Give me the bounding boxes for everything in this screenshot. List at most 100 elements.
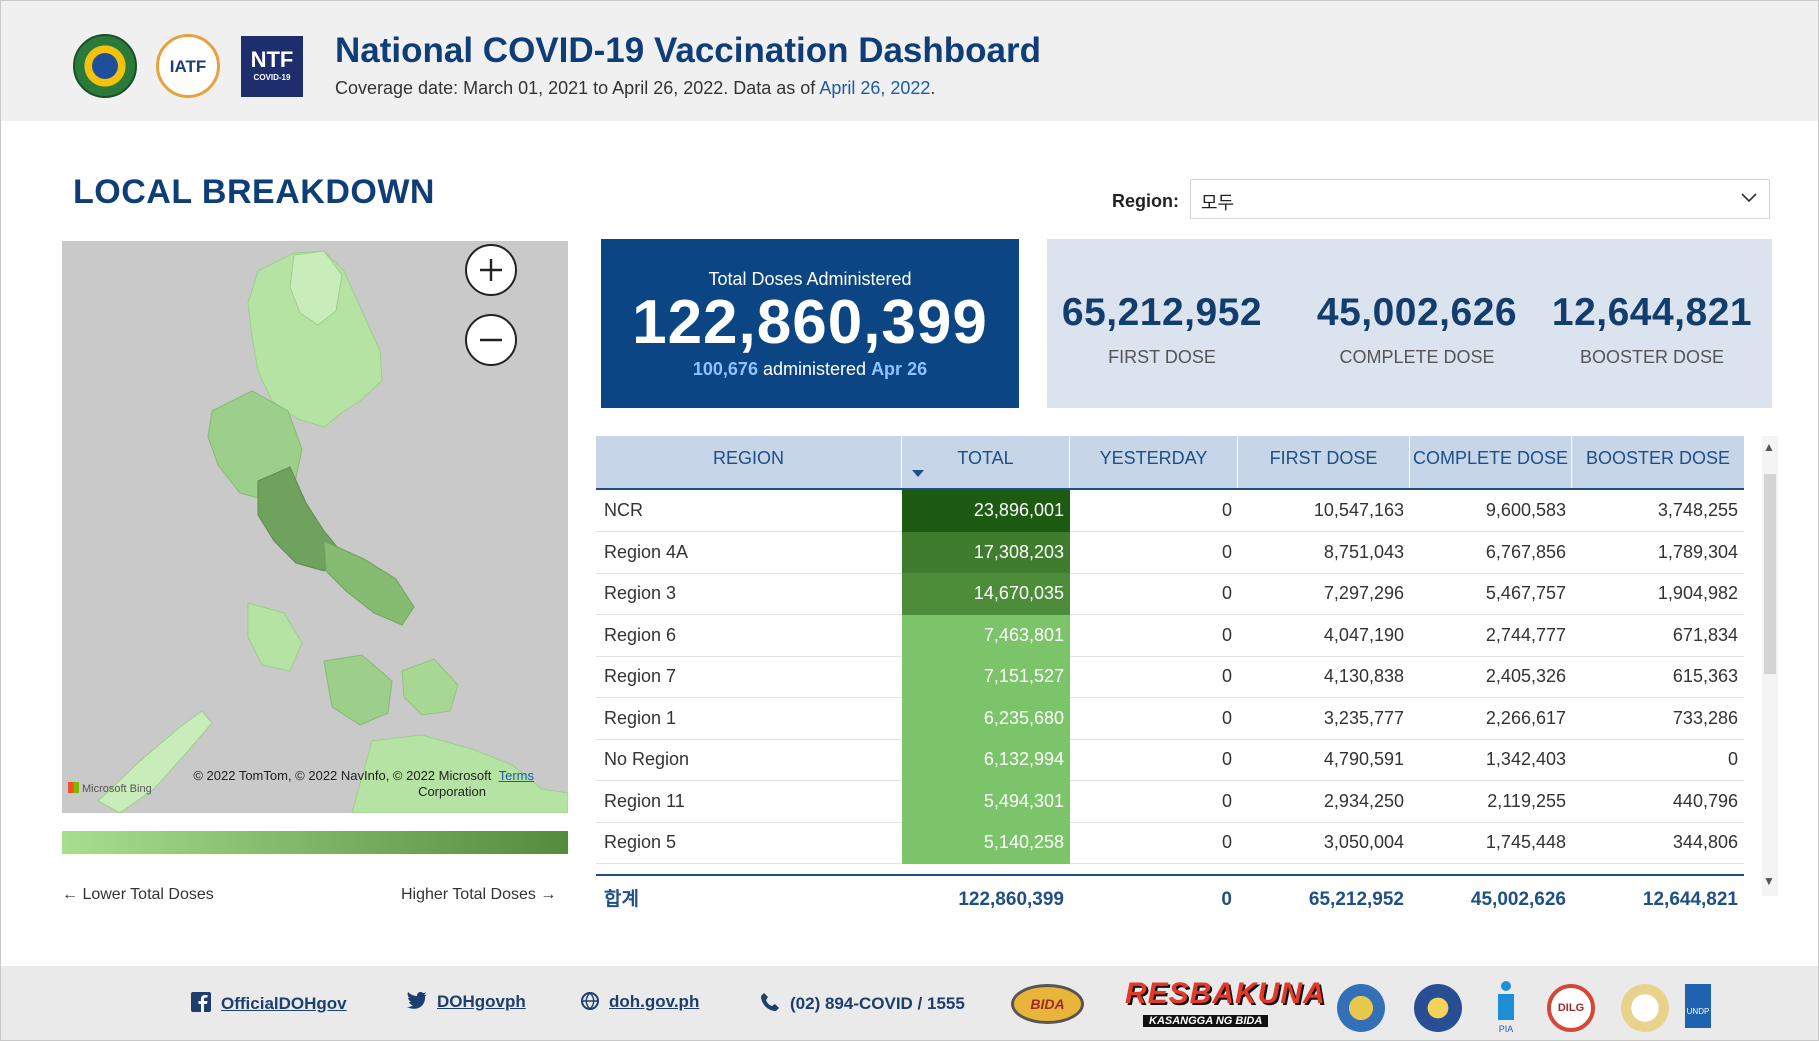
first-cell: 3,235,777 xyxy=(1323,707,1404,728)
first-cell: 8,751,043 xyxy=(1323,541,1404,562)
map-terms-link[interactable]: Terms xyxy=(498,768,534,783)
total-cell: 7,463,801 xyxy=(902,614,1070,657)
booster-cell: 1,789,304 xyxy=(1657,541,1738,562)
total-cell: 14,670,035 xyxy=(902,573,1070,615)
daily-administered: 100,676 administered Apr 26 xyxy=(692,359,928,379)
scroll-up-icon[interactable]: ▲ xyxy=(1763,440,1775,454)
sort-desc-icon xyxy=(912,470,924,477)
yesterday-cell: 0 xyxy=(1221,624,1232,645)
booster-cell: 344,806 xyxy=(1672,832,1738,852)
facebook-link[interactable]: OfficialDOHgov xyxy=(191,992,347,1014)
zoom-out-button[interactable] xyxy=(465,314,517,366)
first-cell: 4,047,190 xyxy=(1323,624,1404,645)
region-name-cell: Region 1 xyxy=(604,707,677,728)
total-cell: 17,308,203 xyxy=(902,531,1070,574)
table-row[interactable]: No Region 6,132,994 0 4,790,591 1,342,403 0 xyxy=(596,739,1744,781)
first-dose-kpi: 65,212,952 FIRST DOSE xyxy=(1061,291,1263,367)
complete-cell: 2,266,617 xyxy=(1485,707,1566,728)
yesterday-cell: 0 xyxy=(1221,749,1232,769)
first-cell: 2,934,250 xyxy=(1323,790,1404,811)
legend-low-label: ← Lower Total Doses xyxy=(62,886,214,903)
map-region-mindanao xyxy=(351,734,568,813)
yesterday-cell: 0 xyxy=(1221,500,1232,520)
table-row[interactable]: Region 7 7,151,527 0 4,130,838 2,405,326 615,… xyxy=(596,656,1744,698)
table-row[interactable]: Region 6 7,463,801 0 4,047,190 2,744,777 671,… xyxy=(596,614,1744,657)
yesterday-cell: 0 xyxy=(1221,541,1232,562)
dose-breakdown-card: 65,212,952 FIRST DOSE 45,002,626 COMPLET… xyxy=(1047,239,1772,408)
col-header-yesterday[interactable]: YESTERDAY xyxy=(1070,436,1238,488)
map-attribution: © 2022 TomTom, © 2022 NavInfo, © 2022 Mi… xyxy=(193,768,534,799)
booster-dose-kpi: 12,644,821 BOOSTER DOSE xyxy=(1551,291,1753,367)
total-doses-label: Total Doses Administered xyxy=(708,269,912,289)
phone-icon xyxy=(761,993,779,1011)
yesterday-cell: 0 xyxy=(1221,583,1232,603)
section-title: LOCAL BREAKDOWN xyxy=(73,173,435,211)
complete-cell: 2,744,777 xyxy=(1485,624,1566,645)
region-name-cell: Region 5 xyxy=(604,832,677,852)
table-row[interactable]: Region 5 5,140,258 0 3,050,004 1,745,448 344,… xyxy=(596,822,1744,864)
first-cell: 10,547,163 xyxy=(1313,500,1404,520)
table-row[interactable]: Region 11 5,494,301 0 2,934,250 2,119,255 440… xyxy=(596,780,1744,823)
total-doses-value: 122,860,399 xyxy=(632,288,988,357)
svg-text:PIA: PIA xyxy=(1499,1024,1514,1034)
pia-logo: PIA xyxy=(1494,980,1518,1034)
seal-logo-2 xyxy=(1414,984,1462,1032)
col-header-region[interactable]: REGION xyxy=(596,436,902,488)
map-region-palawan xyxy=(97,710,213,813)
complete-cell: 1,342,403 xyxy=(1485,749,1566,769)
map-color-legend xyxy=(62,831,568,854)
total-cell: 23,896,001 xyxy=(902,490,1070,532)
dilg-logo: DILG xyxy=(1547,984,1595,1032)
complete-cell: 9,600,583 xyxy=(1485,500,1566,520)
table-scroll-thumb[interactable] xyxy=(1764,474,1776,674)
legend-high-label: Higher Total Doses → xyxy=(401,886,557,903)
total-cell: 7,151,527 xyxy=(902,656,1070,698)
seal-logo-1 xyxy=(1337,984,1385,1032)
zoom-in-button[interactable] xyxy=(465,244,517,296)
bing-logo: Microsoft Bing xyxy=(68,782,152,795)
microsoft-icon xyxy=(68,782,79,793)
doh-seal-logo xyxy=(73,34,137,98)
twitter-icon xyxy=(407,992,427,1009)
region-map[interactable]: © 2022 TomTom, © 2022 NavInfo, © 2022 Mi… xyxy=(62,241,568,813)
plus-icon xyxy=(480,259,502,281)
complete-cell: 1,745,448 xyxy=(1485,832,1566,852)
region-name-cell: Region 4A xyxy=(604,541,689,562)
ntf-logo: NTF COVID-19 xyxy=(241,36,303,97)
philippines-choropleth xyxy=(62,241,568,813)
table-total-row: 합계 122,860,399 0 65,212,952 45,002,626 1… xyxy=(596,874,1744,924)
col-header-complete-dose[interactable]: COMPLETE DOSE xyxy=(1410,436,1572,488)
region-filter-label: Region: xyxy=(1112,191,1179,211)
region-name-cell: No Region xyxy=(604,749,690,769)
table-header: REGION TOTAL YESTERDAY FIRST DOSE COMPLE… xyxy=(596,436,1744,490)
complete-cell: 2,405,326 xyxy=(1485,666,1566,686)
table-row[interactable]: Region 3 14,670,035 0 7,297,296 5,467,757 1,9… xyxy=(596,573,1744,615)
total-doses-card: Total Doses Administered 122,860,399 100… xyxy=(601,239,1019,408)
region-dropdown-value: 모두 xyxy=(1201,193,1235,213)
complete-cell: 6,767,856 xyxy=(1485,541,1566,562)
map-region-north-luzon xyxy=(247,250,383,428)
resbakuna-logo: RESBAKUNA KASANGGA NG BIDA xyxy=(1125,977,1326,1027)
region-name-cell: Region 11 xyxy=(604,790,685,811)
total-cell: 5,494,301 xyxy=(902,780,1070,823)
yesterday-cell: 0 xyxy=(1221,707,1232,728)
region-dropdown[interactable]: 모두 xyxy=(1190,179,1770,219)
col-header-first-dose[interactable]: FIRST DOSE xyxy=(1238,436,1410,488)
col-header-total[interactable]: TOTAL xyxy=(902,436,1070,488)
undp-logo: UNDP xyxy=(1685,984,1711,1028)
map-region-cordillera xyxy=(289,250,343,326)
table-row[interactable]: Region 4A 17,308,203 0 8,751,043 6,767,856 1,… xyxy=(596,531,1744,574)
map-region-visayas-7 xyxy=(401,658,459,716)
yesterday-cell: 0 xyxy=(1221,666,1232,686)
total-cell: 6,235,680 xyxy=(902,697,1070,740)
booster-cell: 1,904,982 xyxy=(1657,583,1738,603)
region-table: REGION TOTAL YESTERDAY FIRST DOSE COMPLE… xyxy=(596,436,1744,931)
scroll-down-icon[interactable]: ▼ xyxy=(1763,874,1775,888)
complete-cell: 2,119,255 xyxy=(1487,790,1566,811)
table-row[interactable]: Region 1 6,235,680 0 3,235,777 2,266,617 733,… xyxy=(596,697,1744,740)
table-row[interactable]: NCR 23,896,001 0 10,547,163 9,600,583 3,748,2… xyxy=(596,490,1744,532)
website-link[interactable]: doh.gov.ph xyxy=(581,992,699,1012)
col-header-booster-dose[interactable]: BOOSTER DOSE xyxy=(1585,448,1731,468)
twitter-link[interactable]: DOHgovph xyxy=(407,992,526,1012)
page-title: National COVID-19 Vaccination Dashboard xyxy=(335,31,1041,70)
